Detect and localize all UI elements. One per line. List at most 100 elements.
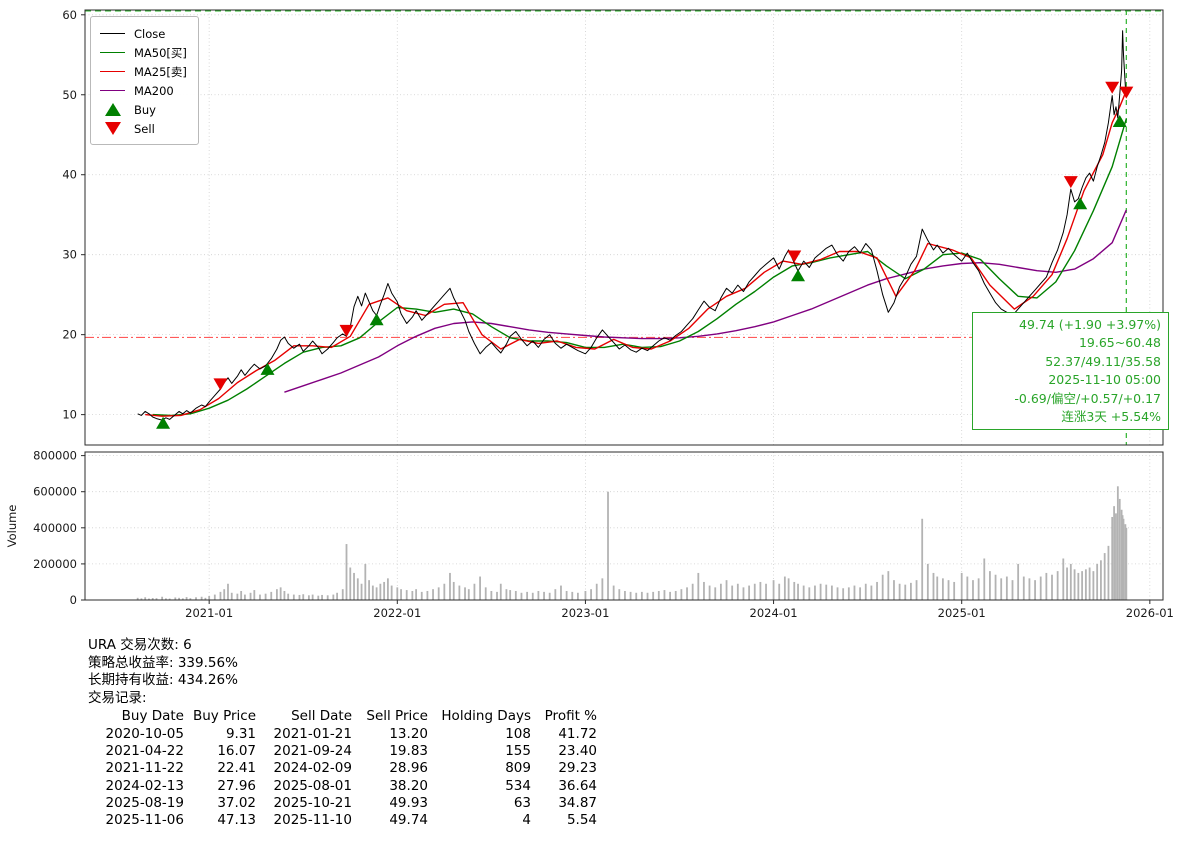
volume-bar: [415, 589, 418, 600]
volume-bar: [311, 594, 314, 600]
volume-bar: [326, 595, 329, 600]
volume-bar: [499, 583, 502, 600]
x-tick-label: 2025-01: [938, 606, 986, 620]
volume-bar: [259, 594, 261, 600]
volume-bar: [635, 592, 638, 600]
volume-bar: [1066, 567, 1068, 600]
stock-chart-canvas: 10 20 30 40 50 60 0 200000 400000 600000 800000 202…: [5, 8, 1174, 620]
x-tick-label: 2021-01: [185, 606, 233, 620]
volume-bar: [270, 591, 273, 600]
price-tick-label: 30: [62, 248, 77, 262]
volume-bar: [411, 590, 414, 600]
legend-line-swatch: [100, 71, 125, 72]
sell-marker-icon: [105, 122, 121, 135]
volume-bar: [932, 572, 935, 600]
trade-cell: 2021-04-22: [105, 742, 184, 759]
volume-bar: [624, 590, 626, 600]
trade-cell: 23.40: [558, 742, 597, 759]
info-box: 49.74 (+1.90 +3.97%) 19.65~60.48 52.37/4…: [972, 312, 1169, 431]
trade-row: 2021-04-22 16.07 2021-09-24 19.83 155 23.40: [88, 743, 597, 760]
volume-bar: [379, 583, 382, 600]
trade-row: 2021-11-22 22.41 2024-02-09 28.96 809 29.23: [88, 760, 597, 777]
volume-bar: [1056, 571, 1059, 600]
legend-item-label: MA50[买]: [134, 45, 187, 60]
info-date-line: 2025-11-10 05:00: [1048, 372, 1161, 388]
volume-bar: [1069, 563, 1072, 600]
volume-bar: [464, 587, 466, 600]
volume-bar: [910, 582, 912, 600]
volume-bar: [577, 592, 579, 600]
volume-bar: [590, 589, 592, 600]
volume-bar: [972, 580, 974, 600]
sell-marker: [1063, 176, 1078, 189]
trade-cell: 534: [505, 777, 531, 794]
volume-bar: [808, 587, 811, 600]
volume-bar: [977, 578, 980, 600]
volume-bar: [283, 590, 286, 600]
volume-bar: [279, 587, 282, 600]
volume-bar: [607, 491, 609, 600]
volume-bar: [703, 581, 705, 600]
volume-bar: [640, 591, 643, 600]
volume-bar: [842, 588, 845, 600]
volume-bar: [697, 572, 700, 600]
trade-cell: 38.20: [389, 777, 428, 794]
hold-return-line: 长期持有收益: 434.26%: [88, 672, 238, 689]
trade-cell: 41.72: [558, 725, 597, 742]
volume-bar: [213, 594, 216, 600]
x-tick-label: 2023-01: [561, 606, 609, 620]
volume-bar: [443, 583, 446, 600]
volume-bar: [819, 583, 822, 600]
sell-marker: [339, 324, 354, 337]
volume-bar: [836, 587, 839, 600]
volume-bar: [1034, 580, 1036, 600]
volume-bar: [663, 590, 666, 600]
volume-bar: [236, 593, 239, 600]
volume-bar: [1121, 515, 1124, 600]
legend-item-label: Buy: [134, 102, 156, 117]
volume-bar: [691, 583, 694, 600]
volume-bar: [802, 585, 805, 600]
legend-item-label: Close: [134, 26, 166, 41]
trade-row: 2020-10-05 9.31 2021-01-21 13.20 108 41.72: [88, 726, 597, 743]
volume-bar: [161, 596, 164, 600]
volume-bar: [881, 574, 884, 600]
volume-bar: [449, 572, 451, 600]
volume-bar: [783, 576, 786, 600]
volume-bar: [1118, 498, 1121, 600]
ma200-line: [284, 209, 1127, 393]
trade-cell: 2025-08-01: [273, 777, 352, 794]
trade-cell: 809: [505, 760, 531, 777]
volume-bar: [317, 595, 320, 600]
volume-bar: [921, 518, 924, 600]
volume-bar: [680, 589, 683, 600]
volume-bar: [375, 587, 378, 600]
trade-cell: 37.02: [217, 794, 256, 811]
volume-bar: [144, 597, 147, 600]
legend-item: Buy: [100, 100, 187, 119]
volume-bar: [1039, 576, 1042, 600]
volume-bar: [725, 580, 728, 600]
volume-bar: [936, 576, 939, 600]
volume-plot-border: [84, 451, 1164, 601]
volume-axis-label: Volume: [5, 505, 19, 548]
volume-bar: [432, 589, 434, 600]
trade-cell: 27.96: [217, 777, 256, 794]
volume-bar: [1120, 509, 1123, 600]
volume-bar: [797, 583, 799, 600]
price-tick-label: 40: [62, 168, 77, 182]
volume-bar: [360, 583, 363, 600]
volume-bar: [686, 587, 688, 600]
volume-bar: [223, 589, 226, 600]
volume-bar: [420, 591, 423, 600]
price-tick-label: 60: [62, 8, 77, 22]
trades-header-cell: Holding Days: [441, 708, 531, 725]
volume-bar: [531, 592, 534, 600]
volume-bar: [479, 576, 481, 600]
trade-cell: 63: [513, 794, 531, 811]
volume-bar: [1045, 572, 1048, 600]
trade-cell: 2025-10-21: [273, 794, 352, 811]
trades-header-row: Buy Date Buy Price Sell Date Sell Price Hold…: [88, 708, 597, 725]
volume-bar: [966, 576, 969, 600]
volume-bar: [1111, 516, 1114, 600]
